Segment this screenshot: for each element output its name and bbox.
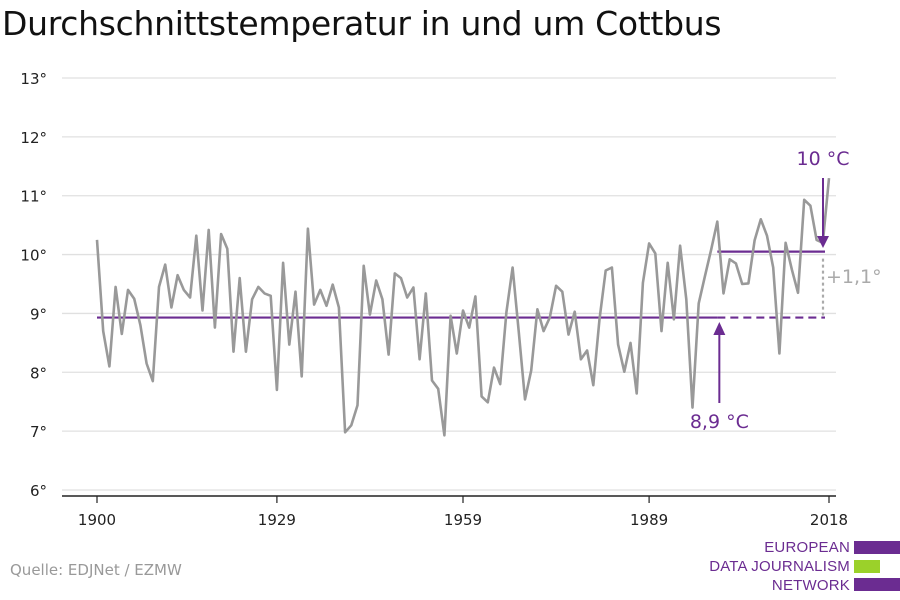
series-layer <box>95 177 831 437</box>
gridlines <box>62 77 836 491</box>
x-axis: 1900 1929 1959 1989 2018 <box>62 495 848 529</box>
x-tick-label: 1929 <box>258 511 296 529</box>
y-tick-label: 9° <box>30 305 47 323</box>
source-note: Quelle: EDJNet / EZMW <box>10 561 182 579</box>
y-tick-label: 7° <box>30 423 47 441</box>
x-tick-label: 1900 <box>78 511 116 529</box>
y-tick-label: 11° <box>20 188 47 206</box>
logo-bar-green <box>854 560 880 573</box>
y-tick-label: 13° <box>20 70 47 88</box>
logo-line-1: EUROPEAN <box>764 539 850 556</box>
edjnet-logo: EUROPEAN DATA JOURNALISM NETWORK <box>700 538 900 598</box>
difference-label: +1,1° <box>826 266 882 288</box>
x-tick-label: 2018 <box>810 511 848 529</box>
arrow-up-icon <box>713 322 726 335</box>
y-tick-label: 8° <box>30 364 47 382</box>
arrow-down-icon <box>817 236 829 248</box>
logo-line-2: DATA JOURNALISM <box>709 558 850 575</box>
y-tick-label: 10° <box>20 247 47 265</box>
recent-mean-label: 10 °C <box>797 148 850 170</box>
chart-title: Durchschnittstemperatur in und um Cottbu… <box>2 4 722 43</box>
y-tick-label: 6° <box>30 482 47 500</box>
logo-bar-purple-top <box>854 541 900 554</box>
y-tick-label: 12° <box>20 129 47 147</box>
logo-line-3: NETWORK <box>771 577 850 594</box>
temperature-series-line <box>95 177 831 437</box>
x-tick-label: 1959 <box>444 511 482 529</box>
y-axis-ticks: 6° 7° 8° 9° 10° 11° 12° 13° <box>20 70 47 500</box>
annotations: 10 °C 8,9 °C +1,1° <box>690 148 882 433</box>
baseline-mean-label: 8,9 °C <box>690 411 749 433</box>
x-tick-label: 1989 <box>630 511 668 529</box>
logo-bar-purple-bottom <box>854 578 900 591</box>
